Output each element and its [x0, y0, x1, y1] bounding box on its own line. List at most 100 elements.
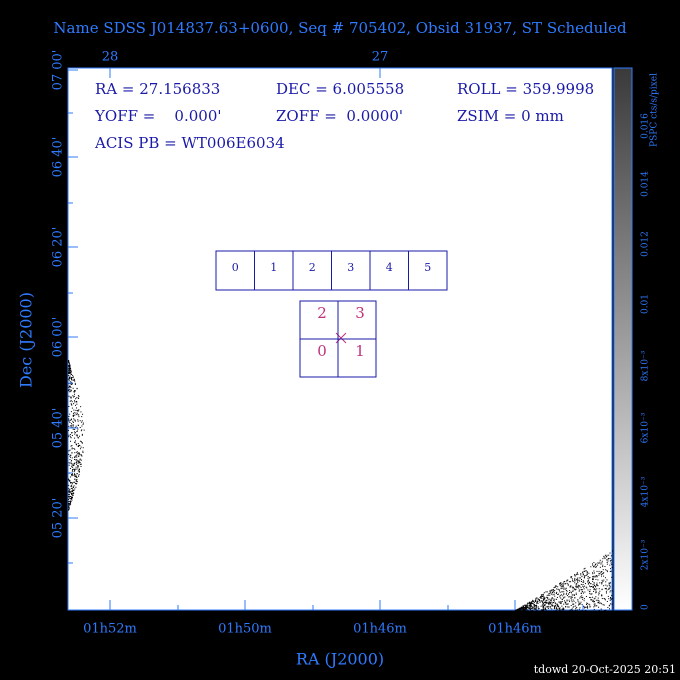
noise-dot: [76, 430, 78, 432]
noise-dot: [595, 590, 597, 592]
noise-dot: [82, 447, 84, 449]
noise-dot: [591, 599, 593, 601]
noise-dot: [566, 595, 568, 597]
noise-dot: [534, 608, 536, 610]
noise-dot: [559, 584, 561, 586]
noise-dot: [76, 412, 78, 414]
noise-dot: [529, 607, 531, 609]
noise-dot: [564, 581, 566, 583]
noise-dot: [595, 563, 597, 565]
noise-dot: [536, 601, 538, 603]
noise-dot: [518, 607, 520, 609]
noise-dot: [543, 601, 545, 603]
noise-dot: [603, 585, 605, 587]
noise-dot: [586, 573, 588, 575]
noise-dot: [588, 581, 590, 583]
noise-dot: [587, 583, 589, 585]
noise-dot: [78, 456, 80, 458]
noise-dot: [543, 609, 545, 611]
noise-dot: [561, 583, 563, 585]
noise-dot: [70, 419, 72, 421]
noise-dot: [564, 600, 566, 602]
noise-dot: [534, 605, 536, 607]
dec-tick-label: 06 40': [51, 137, 66, 178]
noise-dot: [539, 601, 541, 603]
noise-dot: [74, 401, 76, 403]
noise-dot: [68, 429, 70, 431]
noise-dot: [601, 571, 603, 573]
noise-dot: [522, 605, 524, 607]
noise-dot: [555, 606, 557, 608]
noise-dot: [68, 462, 70, 464]
noise-dot: [78, 452, 80, 454]
noise-dot: [573, 594, 575, 596]
noise-dot: [77, 428, 79, 430]
noise-dot: [552, 602, 554, 604]
noise-dot: [587, 571, 589, 573]
noise-dot: [583, 598, 585, 600]
noise-dot: [608, 582, 610, 584]
noise-dot: [528, 606, 530, 608]
noise-dot: [69, 413, 71, 415]
noise-dot: [69, 367, 71, 369]
noise-dot: [538, 599, 540, 601]
noise-dot: [598, 570, 600, 572]
noise-dot: [606, 554, 608, 556]
noise-dot: [77, 453, 79, 455]
noise-dot: [542, 608, 544, 610]
noise-dot: [72, 486, 74, 488]
noise-dot: [567, 584, 569, 586]
noise-dot: [590, 599, 592, 601]
noise-dot: [531, 601, 533, 603]
noise-dot: [551, 603, 553, 605]
noise-dot: [592, 572, 594, 574]
noise-dot: [71, 459, 73, 461]
noise-dot: [68, 369, 70, 371]
noise-dot: [69, 365, 71, 367]
noise-dot: [609, 568, 611, 570]
noise-dot: [71, 383, 73, 385]
noise-dot: [516, 609, 518, 611]
noise-dot: [74, 469, 76, 471]
noise-dot: [527, 606, 529, 608]
noise-dot: [566, 600, 568, 602]
noise-dot: [77, 467, 79, 469]
noise-dot: [605, 609, 607, 611]
noise-dot: [72, 494, 74, 496]
noise-dot: [584, 585, 586, 587]
noise-dot: [593, 562, 595, 564]
noise-dot: [75, 425, 77, 427]
noise-dot: [75, 398, 77, 400]
noise-dot: [572, 599, 574, 601]
noise-dot: [525, 608, 527, 610]
noise-dot: [77, 465, 79, 467]
dec-tick-label: 06 00': [51, 317, 66, 358]
noise-dot: [519, 609, 521, 611]
chip-label: 3: [355, 304, 365, 322]
noise-dot: [602, 569, 604, 571]
noise-dot: [601, 588, 603, 590]
noise-dot: [571, 578, 573, 580]
noise-dot: [589, 593, 591, 595]
noise-dot: [77, 420, 79, 422]
info-text: ROLL = 359.9998: [457, 80, 594, 98]
noise-dot: [611, 603, 613, 605]
noise-dot: [555, 603, 557, 605]
noise-dot: [68, 505, 70, 507]
noise-dot: [78, 474, 80, 476]
noise-dot: [582, 581, 584, 583]
noise-dot: [79, 435, 81, 437]
noise-dot: [68, 389, 70, 391]
noise-dot: [583, 570, 585, 572]
noise-dot: [571, 601, 573, 603]
noise-dot: [580, 587, 582, 589]
noise-dot: [527, 607, 529, 609]
noise-dot: [611, 595, 613, 597]
noise-dot: [602, 580, 604, 582]
noise-dot: [592, 578, 594, 580]
noise-dot: [599, 582, 601, 584]
noise-dot: [605, 569, 607, 571]
noise-dot: [69, 459, 71, 461]
noise-dot: [76, 454, 78, 456]
noise-dot: [575, 605, 577, 607]
